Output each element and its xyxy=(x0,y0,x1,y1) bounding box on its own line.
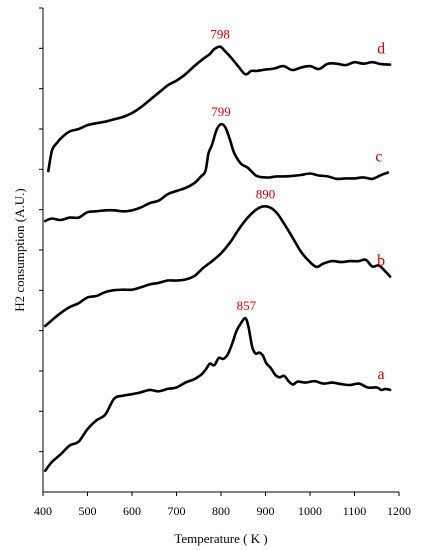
series-c-line xyxy=(43,122,390,223)
x-tick-label: 1000 xyxy=(298,504,322,518)
y-axis-ticks xyxy=(39,7,43,453)
series-b-line xyxy=(43,204,392,328)
x-tick-label: 700 xyxy=(168,504,186,518)
x-axis-ticks: 400 500 600 700 800 900 1000 1100 1200 xyxy=(34,492,411,518)
series-c-name-label: c xyxy=(375,149,382,166)
series-d-peak-label: 798 xyxy=(210,27,230,42)
x-tick-label: 600 xyxy=(123,504,141,518)
curve-labels: 857 a 890 b 799 c 798 d xyxy=(210,27,385,383)
x-tick-label: 800 xyxy=(212,504,230,518)
series-b-peak-label: 890 xyxy=(256,186,276,201)
x-tick-label: 1200 xyxy=(387,504,411,518)
x-tick-label: 1100 xyxy=(343,504,367,518)
series-b-name-label: b xyxy=(377,253,385,270)
series-d-line xyxy=(47,45,392,173)
y-axis-title: H2 consumption (A.U.) xyxy=(12,188,27,312)
x-axis-title: Temperature ( K ) xyxy=(174,531,267,546)
series-d-name-label: d xyxy=(377,41,385,58)
series-c-peak-label: 799 xyxy=(211,104,231,119)
series-a-line xyxy=(43,316,392,472)
x-tick-label: 500 xyxy=(79,504,97,518)
series-a-name-label: a xyxy=(378,366,385,383)
curves xyxy=(43,45,392,472)
series-a-peak-label: 857 xyxy=(237,298,257,313)
x-tick-label: 400 xyxy=(34,504,52,518)
x-tick-label: 900 xyxy=(257,504,275,518)
